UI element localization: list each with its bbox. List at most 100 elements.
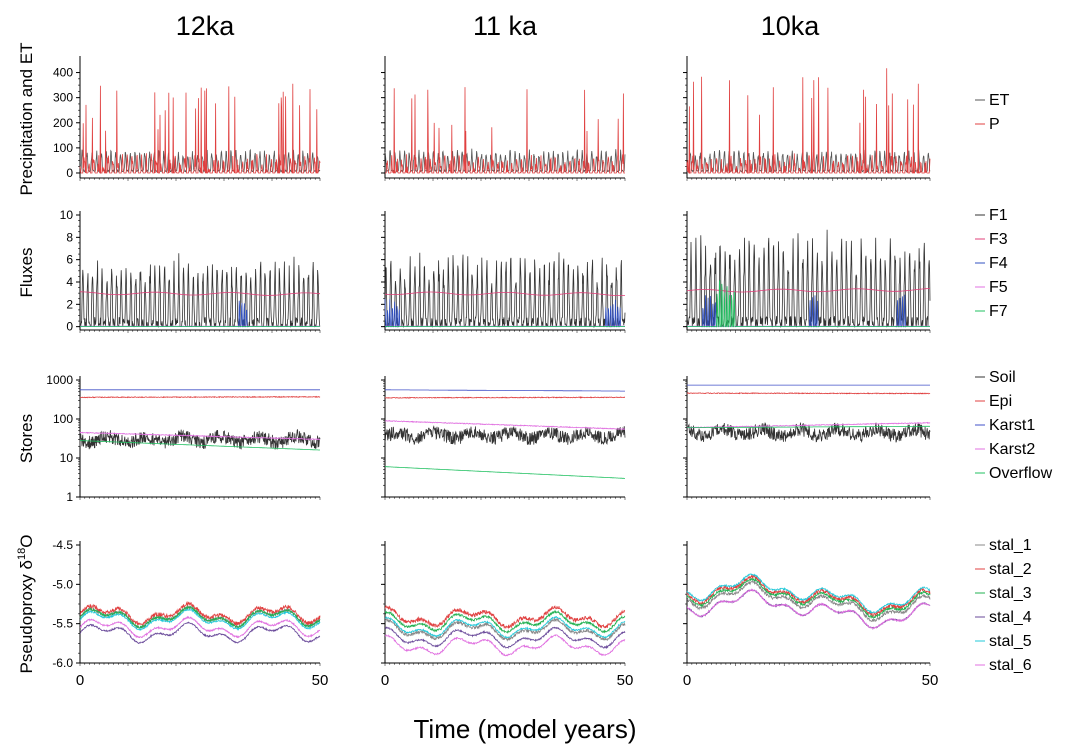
legend-label: stal_5 xyxy=(989,633,1032,650)
series-stal_3-line xyxy=(686,577,931,619)
series-F3-line xyxy=(385,291,625,297)
series-stal_2-line xyxy=(79,600,321,626)
y-tick-label: -4.5 xyxy=(52,538,73,552)
series-stal_3-line xyxy=(79,604,321,629)
legend-label: Overflow xyxy=(989,465,1053,482)
column-title: 11 ka xyxy=(473,11,538,41)
legend-label: F7 xyxy=(989,303,1008,320)
panel-precip-2 xyxy=(381,56,626,181)
x-tick-label: 0 xyxy=(683,672,691,689)
y-axis-label: Stores xyxy=(17,414,36,463)
legend-label: F4 xyxy=(989,255,1008,272)
legend-label: stal_4 xyxy=(989,609,1032,626)
series-Epi-line xyxy=(384,396,625,399)
legend-label: Karst1 xyxy=(989,417,1035,434)
y-tick-label: -5.5 xyxy=(52,617,73,631)
series-stal_5-line xyxy=(79,607,321,631)
series-F1-line xyxy=(79,253,321,328)
series-Karst2-line xyxy=(79,431,321,441)
panel-stores-2 xyxy=(381,376,626,500)
y-axis-label: Fluxes xyxy=(17,247,36,297)
series-Karst2-line xyxy=(686,421,931,429)
panel-precip-3 xyxy=(683,56,931,181)
y-tick-label: 6 xyxy=(66,253,73,267)
y-tick-label: -6.0 xyxy=(52,656,73,670)
series-stal_4-line xyxy=(686,589,931,631)
y-tick-label: -5.0 xyxy=(52,577,73,591)
series-F7-line xyxy=(687,280,930,328)
legend-label: Soil xyxy=(989,369,1016,386)
series-Overflow-line xyxy=(385,466,625,479)
series-stal_3-line xyxy=(384,609,626,635)
y-tick-label: 300 xyxy=(53,91,73,105)
legend-label: stal_2 xyxy=(989,561,1032,578)
y-tick-label: 1 xyxy=(66,490,73,504)
y-tick-label: 10 xyxy=(60,451,74,465)
x-tick-label: 50 xyxy=(617,672,634,689)
y-tick-label: 0 xyxy=(66,320,73,334)
panel-proxy-2: 0 50 xyxy=(381,541,634,689)
series-stal_6-line xyxy=(686,588,930,630)
series-stal_2-line xyxy=(686,574,931,618)
panel-precip-1: 0 100 200 300 400 xyxy=(53,56,321,181)
series-P-line xyxy=(385,87,625,174)
series-Overflow-line xyxy=(80,440,320,451)
y-tick-label: 8 xyxy=(66,230,73,244)
y-axis-label: Precipitation and ET xyxy=(17,42,36,195)
series-P-line xyxy=(79,83,321,174)
series-Karst2-line xyxy=(384,419,626,431)
legend-label: Epi xyxy=(989,393,1012,410)
y-tick-label: 100 xyxy=(53,141,73,155)
panel-fluxes-2 xyxy=(381,211,626,333)
series-stal_4-line xyxy=(385,626,626,650)
series-stal_5-line xyxy=(686,573,931,615)
series-F1-line xyxy=(686,229,931,328)
series-F1-line xyxy=(384,252,626,328)
series-Epi-line xyxy=(79,395,321,399)
y-tick-label: 4 xyxy=(66,275,73,289)
legend-label: Karst2 xyxy=(989,441,1035,458)
legend-label: stal_6 xyxy=(989,657,1032,674)
column-title: 10ka xyxy=(761,11,821,41)
y-tick-label: 400 xyxy=(53,66,73,80)
y-axis-label: Pseudoproxy δ18O xyxy=(16,535,36,674)
legend-label: F5 xyxy=(989,279,1008,296)
panel-proxy-1: -6.0 -5.5 -5.0 -4.5 0 50 xyxy=(52,538,328,689)
legend-label: stal_1 xyxy=(989,537,1032,554)
series-stal_1-line xyxy=(686,579,931,623)
panel-fluxes-1: 0 2 4 6 8 10 xyxy=(60,208,321,334)
y-tick-label: 100 xyxy=(53,412,73,426)
x-tick-label: 0 xyxy=(76,672,84,689)
column-title: 12ka xyxy=(176,11,236,41)
series-stal_6-line xyxy=(79,615,321,639)
x-tick-label: 50 xyxy=(922,672,939,689)
panel-stores-3 xyxy=(683,376,931,500)
legend-label: stal_3 xyxy=(989,585,1032,602)
legend-label: ET xyxy=(989,92,1010,109)
x-tick-label: 50 xyxy=(312,672,329,689)
y-tick-label: 10 xyxy=(60,208,74,222)
series-Overflow-line xyxy=(686,425,930,429)
series-stal_4-line xyxy=(79,621,321,644)
series-Karst1-line xyxy=(385,389,625,392)
series-Soil-line xyxy=(686,421,931,444)
series-stal_6-line xyxy=(384,634,626,657)
y-tick-label: 0 xyxy=(66,166,73,180)
legend-label: P xyxy=(989,116,1000,133)
series-Soil-line xyxy=(384,425,626,446)
series-Soil-line xyxy=(79,429,321,451)
y-tick-label: 200 xyxy=(53,116,73,130)
series-P-line xyxy=(686,68,931,175)
legend-label: F1 xyxy=(989,207,1008,224)
legend-label: F3 xyxy=(989,231,1008,248)
panel-proxy-3: 0 50 xyxy=(683,541,939,689)
series-stal_1-line xyxy=(384,616,626,642)
panel-fluxes-3 xyxy=(683,211,931,333)
panel-stores-1: 1 10 100 1000 xyxy=(46,373,321,504)
series-F3-line xyxy=(80,291,321,296)
x-tick-label: 0 xyxy=(381,672,389,689)
series-stal_2-line xyxy=(384,605,626,630)
series-stal_5-line xyxy=(384,616,626,639)
series-Epi-line xyxy=(686,391,931,395)
